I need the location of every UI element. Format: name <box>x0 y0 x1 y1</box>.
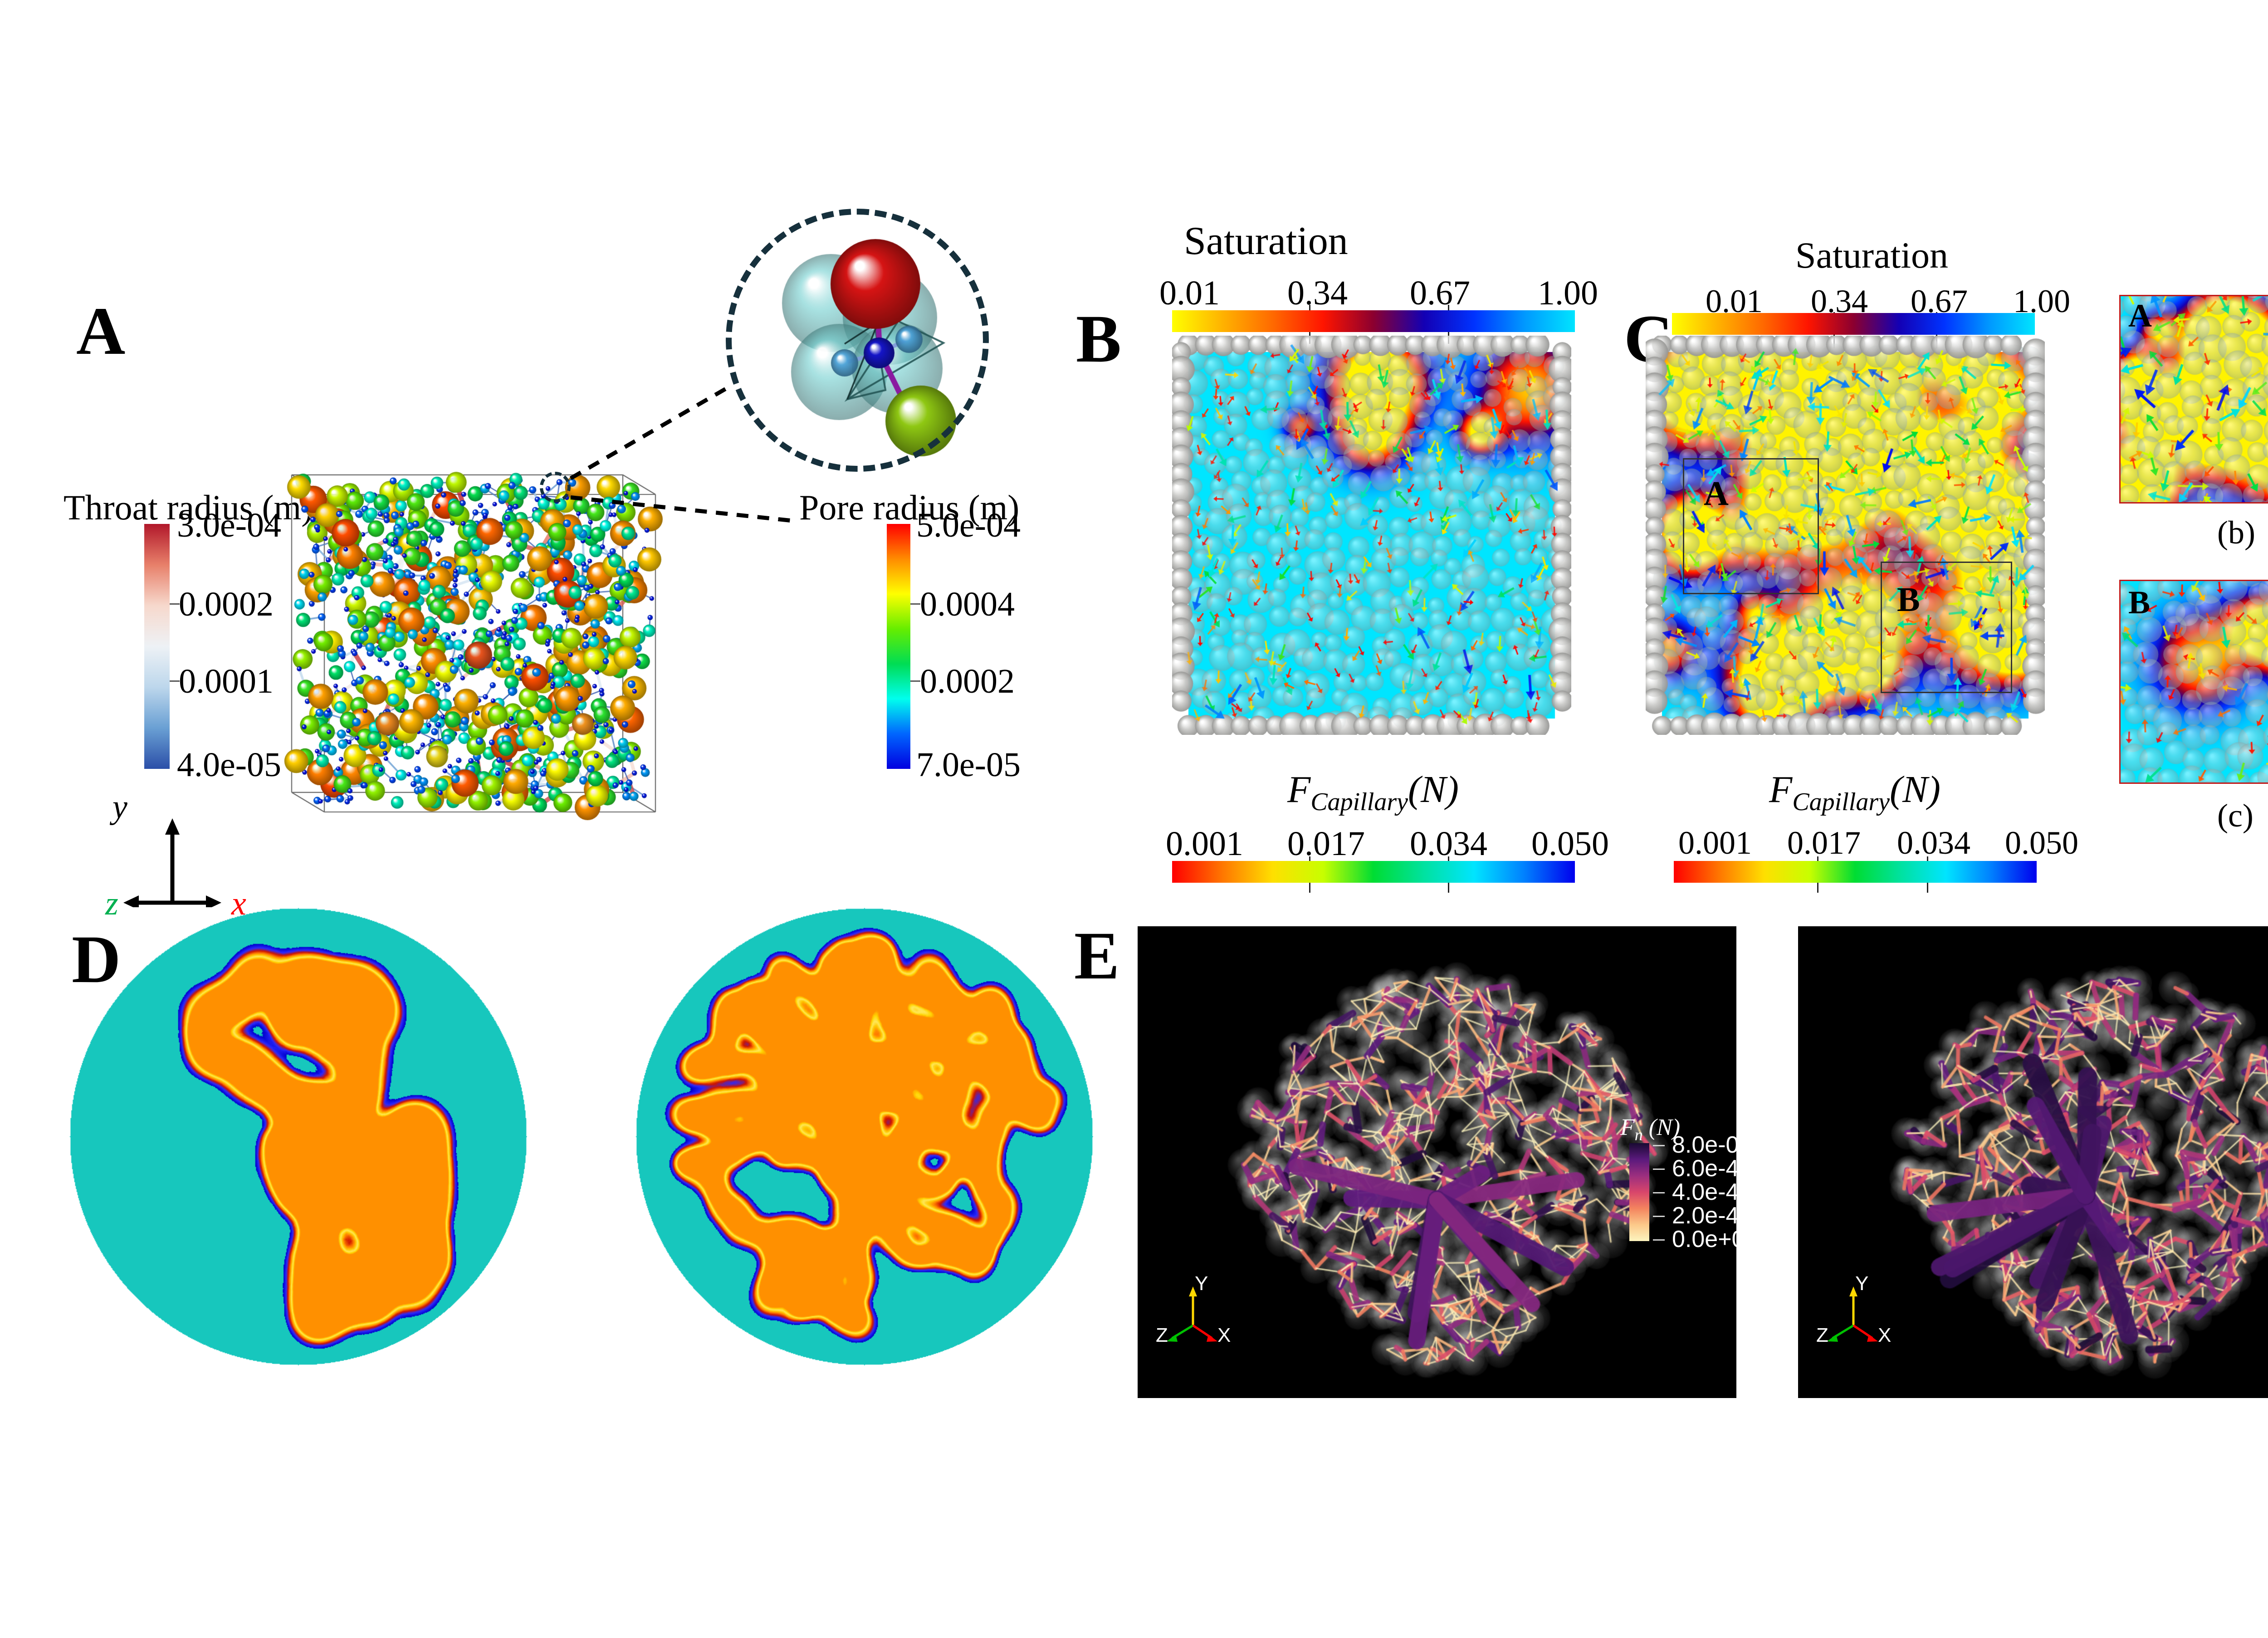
saturation-colorbar-c <box>1672 313 2035 335</box>
e-axis-label-z-1: Z <box>1816 1324 1828 1346</box>
fcapillary-colorbar-b <box>1172 861 1575 883</box>
fcapillary-tick-b-2: 0.034 <box>1410 825 1487 863</box>
region-label-a: A <box>1704 474 1729 513</box>
fn-legend-title-0: Fn (N) <box>1620 1116 1680 1143</box>
inset-view-c <box>2119 580 2268 784</box>
fcapillary-subscript-c: Capillary <box>1792 787 1890 816</box>
packing-visualization-b <box>1172 336 1571 735</box>
fcapillary-tick-c-3: 0.050 <box>2005 825 2078 861</box>
fcapillary-colorbar-c <box>1674 861 2037 883</box>
inset-highlight-circle <box>726 209 989 472</box>
fn-tickdash-0-1 <box>1653 1169 1665 1170</box>
fn-colorbar-0 <box>1629 1143 1649 1241</box>
fn-subscript-0: n <box>1634 1125 1643 1144</box>
pore-radius-colorbar <box>887 524 910 769</box>
saturation-tick-c-2: 0.67 <box>1911 283 1968 319</box>
fcapillary-unit-b: (N) <box>1408 768 1459 811</box>
axis-triad-panel-e-1 <box>1827 1286 1878 1342</box>
axis-label-z: z <box>105 885 118 922</box>
fcapillary-tick-c-1: 0.017 <box>1787 825 1861 861</box>
fcapillary-subscript-b: Capillary <box>1310 787 1408 816</box>
fcapillary-symbol-c: F <box>1769 768 1793 811</box>
throat-radius-tick-min: 4.0e-05 <box>177 746 282 784</box>
saturation-map-circle-0 <box>69 907 527 1365</box>
fcapillary-symbol-b: F <box>1287 768 1311 811</box>
throat-radius-colorbar-title: Throat radius (m) <box>64 488 313 527</box>
inset-region-label-b: B <box>2128 584 2151 621</box>
saturation-tick-c-0: 0.01 <box>1706 283 1763 319</box>
panel-label-b: B <box>1076 301 1122 376</box>
saturation-colorbar-title-c: Saturation <box>1795 235 1949 276</box>
e-axis-label-z-0: Z <box>1156 1324 1168 1346</box>
pore-radius-tickline-hi <box>910 603 920 605</box>
e-axis-label-y-1: Y <box>1855 1272 1869 1295</box>
inset-view-b <box>2119 295 2268 504</box>
saturation-tick-c-3: 1.00 <box>2013 283 2070 319</box>
packing-visualization-c <box>1646 336 2045 735</box>
panel-label-a: A <box>76 293 126 369</box>
region-label-b: B <box>1897 581 1920 619</box>
fn-tickdash-0-2 <box>1653 1192 1665 1193</box>
fn-tick-0-3: 2.0e-4 <box>1672 1203 1739 1229</box>
fcapillary-tick-b-0: 0.001 <box>1166 825 1243 863</box>
throat-radius-colorbar <box>144 524 170 769</box>
force-chain-view-1 <box>1798 926 2268 1398</box>
saturation-tick-c-1: 0.34 <box>1811 283 1868 319</box>
fn-tick-0-2: 4.0e-4 <box>1672 1179 1739 1205</box>
fn-tick-0-4: 0.0e+00 <box>1672 1226 1758 1252</box>
axis-triad-panel-a <box>123 818 221 907</box>
pore-radius-tick-mid-low: 0.0002 <box>920 662 1015 700</box>
fn-tickdash-0-4 <box>1653 1239 1665 1241</box>
pore-radius-tick-max: 5.0e-04 <box>916 506 1021 544</box>
throat-radius-tick-max: 3.0e-04 <box>177 506 282 544</box>
fn-symbol-0: F <box>1620 1115 1635 1140</box>
axis-label-y: y <box>112 788 127 826</box>
fcapillary-tick-b-1: 0.017 <box>1287 825 1365 863</box>
fcapillary-tick-c-2: 0.034 <box>1897 825 1970 861</box>
saturation-colorbar-b <box>1172 310 1575 332</box>
pore-network-cube-view <box>281 435 739 844</box>
e-axis-label-x-1: X <box>1878 1324 1892 1346</box>
fcapillary-label-c: FCapillary(N) <box>1769 768 1941 817</box>
pore-radius-tick-min: 7.0e-05 <box>916 746 1021 784</box>
saturation-colorbar-title-b: Saturation <box>1184 219 1348 263</box>
panel-label-d: D <box>72 922 121 997</box>
inset-region-label-a: A <box>2128 298 2152 334</box>
saturation-tick-b-1: 0.34 <box>1287 274 1348 312</box>
inset-caption-c: (c) <box>2217 797 2253 834</box>
saturation-map-circle-1 <box>635 907 1093 1365</box>
throat-radius-tick-mid-high: 0.0002 <box>179 585 274 623</box>
fcapillary-unit-c: (N) <box>1890 768 1941 811</box>
throat-radius-tickline-lo <box>170 680 180 682</box>
inset-caption-b: (b) <box>2217 514 2255 551</box>
pore-radius-colorbar-title: Pore radius (m) <box>799 488 1020 527</box>
pore-radius-tick-mid-high: 0.0004 <box>920 585 1015 623</box>
fn-tick-0-0: 8.0e-04 <box>1672 1132 1752 1158</box>
saturation-tick-b-2: 0.67 <box>1410 274 1470 312</box>
throat-radius-tickline-hi <box>170 603 180 605</box>
panel-label-e: E <box>1074 918 1120 993</box>
pore-radius-tickline-lo <box>910 680 920 682</box>
fcapillary-tick-c-0: 0.001 <box>1678 825 1752 861</box>
e-axis-label-x-0: X <box>1217 1324 1231 1346</box>
fn-tickdash-0-0 <box>1653 1145 1665 1146</box>
e-axis-label-y-0: Y <box>1195 1272 1208 1295</box>
fcapillary-tick-b-3: 0.050 <box>1531 825 1609 863</box>
source-highlight-circle <box>540 472 571 503</box>
force-chain-view-0 <box>1138 926 1736 1398</box>
saturation-tick-b-3: 1.00 <box>1538 274 1598 312</box>
fn-tickdash-0-3 <box>1653 1216 1665 1217</box>
throat-radius-tick-mid-low: 0.0001 <box>179 662 274 700</box>
fn-tick-0-1: 6.0e-4 <box>1672 1155 1739 1182</box>
fn-unit-0: (N) <box>1648 1115 1681 1140</box>
axis-triad-panel-e-0 <box>1167 1286 1217 1342</box>
fcapillary-label-b: FCapillary(N) <box>1287 768 1459 817</box>
saturation-tick-b-0: 0.01 <box>1159 274 1220 312</box>
